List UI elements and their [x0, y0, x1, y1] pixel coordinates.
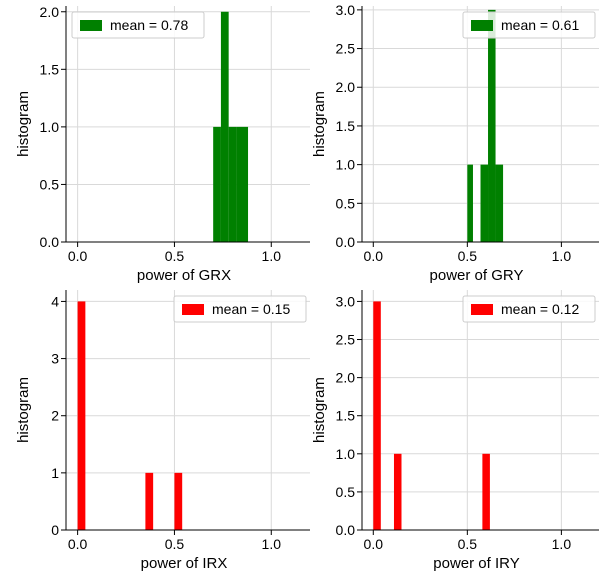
y-tick-label: 2.0 [40, 4, 60, 20]
legend-swatch [80, 20, 102, 31]
x-tick-label: 0.0 [68, 248, 88, 264]
y-tick-label: 3.0 [336, 2, 356, 18]
x-tick-label: 0.5 [165, 536, 185, 552]
y-tick-label: 0 [51, 522, 59, 538]
y-tick-label: 0.5 [336, 484, 356, 500]
histogram-bar [213, 126, 221, 242]
y-tick-label: 1.5 [336, 118, 356, 134]
legend: mean = 0.15 [173, 295, 307, 323]
y-tick-label: 0.0 [40, 234, 60, 250]
x-axis-label: power of IRX [141, 555, 228, 572]
histogram-bar [77, 301, 86, 530]
y-tick-label: 3 [51, 351, 59, 367]
histogram-bar [373, 301, 381, 530]
legend-box [173, 295, 307, 323]
histogram-panel-1: 0.0 0.5 1.0 0.0 0.5 1.0 1.5 2.0 power of GRX hist… [15, 4, 310, 284]
histogram-bar [145, 472, 154, 530]
y-axis-label: histogram [311, 377, 328, 443]
histogram-bar [480, 164, 489, 242]
y-tick-label: 1.0 [40, 119, 60, 135]
x-tick-label: 1.0 [552, 536, 572, 552]
x-tick-label: 0.0 [364, 536, 384, 552]
histogram-panel-2: 0.0 0.5 1.0 0.0 0.5 1.0 1.5 2.0 2.5 3.0 power of G… [311, 2, 599, 284]
x-tick-label: 1.0 [262, 536, 282, 552]
y-tick-label: 0.5 [40, 176, 60, 192]
legend-label: mean = 0.78 [110, 17, 188, 33]
x-axis-label: power of GRY [430, 267, 524, 284]
x-tick-label: 1.0 [552, 248, 572, 264]
x-tick-label: 0.5 [165, 248, 185, 264]
legend-box [71, 11, 205, 39]
y-tick-label: 1.0 [336, 446, 356, 462]
legend-swatch [182, 304, 204, 315]
histogram-bar [488, 9, 496, 242]
histogram-panel-3: 0.0 0.5 1.0 0 1 2 3 4 power of IRX histogram mean … [15, 290, 310, 572]
legend: mean = 0.12 [462, 295, 596, 323]
legend: mean = 0.78 [71, 11, 205, 39]
y-tick-label: 1.5 [40, 61, 60, 77]
histogram-bar [174, 472, 183, 530]
legend-label: mean = 0.15 [212, 301, 290, 317]
y-axis-label: histogram [15, 91, 32, 157]
histogram-bar [495, 164, 504, 242]
x-tick-label: 0.0 [364, 248, 384, 264]
histogram-bar [393, 453, 402, 530]
y-tick-label: 3.0 [336, 293, 356, 309]
x-tick-label: 1.0 [262, 248, 282, 264]
histogram-bar [236, 126, 249, 242]
histogram-bar [228, 126, 237, 242]
y-tick-label: 0.0 [336, 234, 356, 250]
y-tick-label: 0.5 [336, 195, 356, 211]
y-axis-label: histogram [15, 377, 32, 443]
legend-box [462, 295, 596, 323]
legend-label: mean = 0.12 [501, 301, 579, 317]
legend-box [462, 11, 596, 39]
legend-swatch [471, 304, 493, 315]
histogram-bar [220, 11, 229, 242]
y-tick-label: 2.5 [336, 41, 356, 57]
y-tick-label: 1.0 [336, 157, 356, 173]
y-axis-label: histogram [311, 91, 328, 157]
y-tick-label: 4 [51, 293, 59, 309]
legend-swatch [471, 20, 493, 31]
histogram-bar [482, 453, 490, 530]
legend: mean = 0.61 [462, 11, 596, 39]
y-tick-label: 0.0 [336, 522, 356, 538]
y-tick-label: 2.5 [336, 332, 356, 348]
y-tick-label: 2.0 [336, 370, 356, 386]
legend-label: mean = 0.61 [501, 17, 579, 33]
x-tick-label: 0.5 [458, 536, 478, 552]
y-tick-label: 1.5 [336, 408, 356, 424]
histogram-bar [467, 164, 473, 242]
histogram-panel-4: 0.0 0.5 1.0 0.0 0.5 1.0 1.5 2.0 2.5 3.0 power of I… [311, 290, 599, 572]
x-axis-label: power of GRX [137, 267, 231, 284]
y-tick-label: 1 [51, 465, 59, 481]
x-tick-label: 0.5 [458, 248, 478, 264]
x-axis-label: power of IRY [433, 555, 519, 572]
y-tick-label: 2.0 [336, 79, 356, 95]
y-tick-label: 2 [51, 408, 59, 424]
x-tick-label: 0.0 [68, 536, 88, 552]
